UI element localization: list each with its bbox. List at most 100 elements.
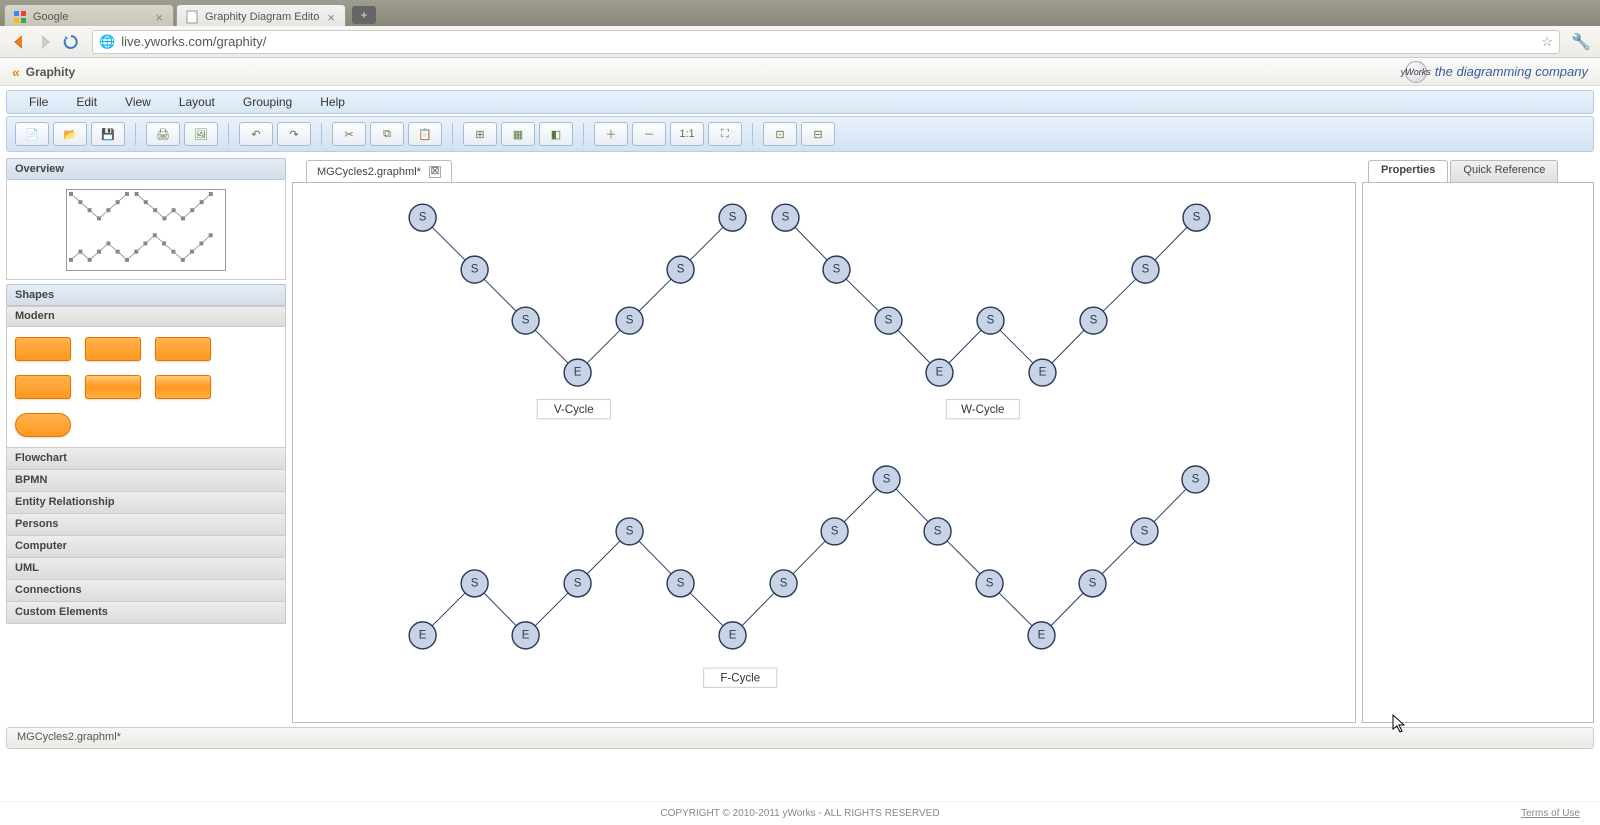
graph-edge[interactable] <box>896 489 928 522</box>
shape-swatch[interactable] <box>155 375 211 399</box>
toolbar: 📄📂💾 🖨🖼 ↶↷ ✂⧉📋 ⊞▦◧ ＋－1:1⛶ ⊡⊟ <box>6 116 1594 152</box>
graph-edge[interactable] <box>535 593 568 626</box>
graph-edge[interactable] <box>793 541 825 574</box>
menu-view[interactable]: View <box>111 92 165 112</box>
bookmark-star-icon[interactable]: ☆ <box>1541 34 1553 50</box>
copy-button[interactable]: ⧉ <box>370 122 404 146</box>
new-tab-button[interactable]: + <box>352 6 376 24</box>
close-tab-icon[interactable]: ⊠ <box>429 166 441 178</box>
graph-edge[interactable] <box>949 330 981 363</box>
actual-button[interactable]: ⛶ <box>708 122 742 146</box>
reload-button[interactable] <box>60 31 82 53</box>
status-text: MGCycles2.graphml* <box>17 731 121 743</box>
browser-tab[interactable]: Google× <box>4 4 174 26</box>
graph-edge[interactable] <box>587 330 620 363</box>
toolbar-separator <box>228 123 229 145</box>
graph-node-label: S <box>987 315 995 327</box>
graph-edge[interactable] <box>690 227 723 260</box>
tab-close-icon[interactable]: × <box>155 10 163 25</box>
graph-edge[interactable] <box>639 541 671 574</box>
canvas[interactable]: SSSESSSV-CycleSSSESESSSW-CycleESESSSESSS… <box>292 182 1356 723</box>
graph-edge[interactable] <box>846 279 879 311</box>
graph-node-label: S <box>782 212 790 224</box>
terms-link[interactable]: Terms of Use <box>1521 808 1580 819</box>
right-tab-quick-reference[interactable]: Quick Reference <box>1450 160 1558 182</box>
graph-edge[interactable] <box>432 227 465 260</box>
back-button[interactable] <box>8 31 30 53</box>
graph-node-label: S <box>1192 473 1200 485</box>
graph-edge[interactable] <box>1154 489 1186 522</box>
graph-edge[interactable] <box>484 593 516 626</box>
shape-category-connections[interactable]: Connections <box>7 579 285 601</box>
shape-category-persons[interactable]: Persons <box>7 513 285 535</box>
settings-wrench-icon[interactable]: 🔧 <box>1570 31 1592 53</box>
right-tab-properties[interactable]: Properties <box>1368 160 1448 182</box>
graph-edge[interactable] <box>795 227 827 260</box>
graph-edge[interactable] <box>1155 227 1187 260</box>
tab-close-icon[interactable]: × <box>327 10 335 25</box>
forward-button[interactable] <box>34 31 56 53</box>
graph-edge[interactable] <box>1000 330 1033 363</box>
shape-category-uml[interactable]: UML <box>7 557 285 579</box>
menu-file[interactable]: File <box>15 92 62 112</box>
menu-grouping[interactable]: Grouping <box>229 92 306 112</box>
redo-button[interactable]: ↷ <box>277 122 311 146</box>
browser-tab[interactable]: Graphity Diagram Edito× <box>176 4 346 26</box>
shape-swatch[interactable] <box>155 337 211 361</box>
graph-edge[interactable] <box>1103 279 1136 311</box>
shape-swatch[interactable] <box>85 375 141 399</box>
shapes-section-header[interactable]: Modern <box>7 307 285 327</box>
group-button[interactable]: ⊡ <box>763 122 797 146</box>
graph-edge[interactable] <box>432 593 465 626</box>
save-file-button[interactable]: 💾 <box>91 122 125 146</box>
zoom-out-button[interactable]: － <box>632 122 666 146</box>
graph-edge[interactable] <box>947 541 980 574</box>
shape-category-flowchart[interactable]: Flowchart <box>7 447 285 469</box>
graph-edge[interactable] <box>844 489 877 522</box>
shape-swatch[interactable] <box>15 375 71 399</box>
open-file-button[interactable]: 📂 <box>53 122 87 146</box>
menu-help[interactable]: Help <box>306 92 359 112</box>
undo-button[interactable]: ↶ <box>239 122 273 146</box>
graph-edge[interactable] <box>898 330 930 363</box>
graph-edge[interactable] <box>690 593 723 626</box>
layout-tree-button[interactable]: ⊞ <box>463 122 497 146</box>
paste-button[interactable]: 📋 <box>408 122 442 146</box>
graph-node-label: S <box>419 212 427 224</box>
fit-button[interactable]: 1:1 <box>670 122 704 146</box>
overview-body[interactable] <box>6 180 286 280</box>
new-file-button[interactable]: 📄 <box>15 122 49 146</box>
menu-layout[interactable]: Layout <box>165 92 229 112</box>
shape-swatch[interactable] <box>15 337 71 361</box>
print-button[interactable]: 🖨 <box>146 122 180 146</box>
graph-edge[interactable] <box>587 541 620 574</box>
highlight-button[interactable]: ◧ <box>539 122 573 146</box>
shape-swatch[interactable] <box>85 337 141 361</box>
url-bar[interactable]: 🌐 live.yworks.com/graphity/ ☆ <box>92 30 1560 54</box>
graph-edge[interactable] <box>742 593 774 626</box>
graph-edge[interactable] <box>484 279 516 311</box>
canvas-tab[interactable]: MGCycles2.graphml* ⊠ <box>306 160 452 182</box>
graph-edge[interactable] <box>1051 593 1083 626</box>
shape-category-computer[interactable]: Computer <box>7 535 285 557</box>
ungroup-button[interactable]: ⊟ <box>801 122 835 146</box>
shape-category-custom-elements[interactable]: Custom Elements <box>7 601 285 623</box>
graph-edge[interactable] <box>1052 330 1084 363</box>
zoom-in-button[interactable]: ＋ <box>594 122 628 146</box>
graph-node-label: S <box>1142 264 1150 276</box>
graph-node-label: S <box>677 577 685 589</box>
grid-button[interactable]: ▦ <box>501 122 535 146</box>
shape-swatch[interactable] <box>15 413 71 437</box>
menu-edit[interactable]: Edit <box>62 92 111 112</box>
graph-edge[interactable] <box>535 330 568 363</box>
overview-minimap[interactable] <box>66 189 226 271</box>
export-button[interactable]: 🖼 <box>184 122 218 146</box>
graph-edge[interactable] <box>1102 541 1135 574</box>
cut-button[interactable]: ✂ <box>332 122 366 146</box>
shape-category-entity-relationship[interactable]: Entity Relationship <box>7 491 285 513</box>
shape-category-bpmn[interactable]: BPMN <box>7 469 285 491</box>
collapse-icon[interactable]: « <box>12 64 20 80</box>
browser-tab-strip: Google×Graphity Diagram Edito× + <box>0 0 1600 26</box>
graph-edge[interactable] <box>999 593 1032 626</box>
graph-edge[interactable] <box>639 279 671 311</box>
